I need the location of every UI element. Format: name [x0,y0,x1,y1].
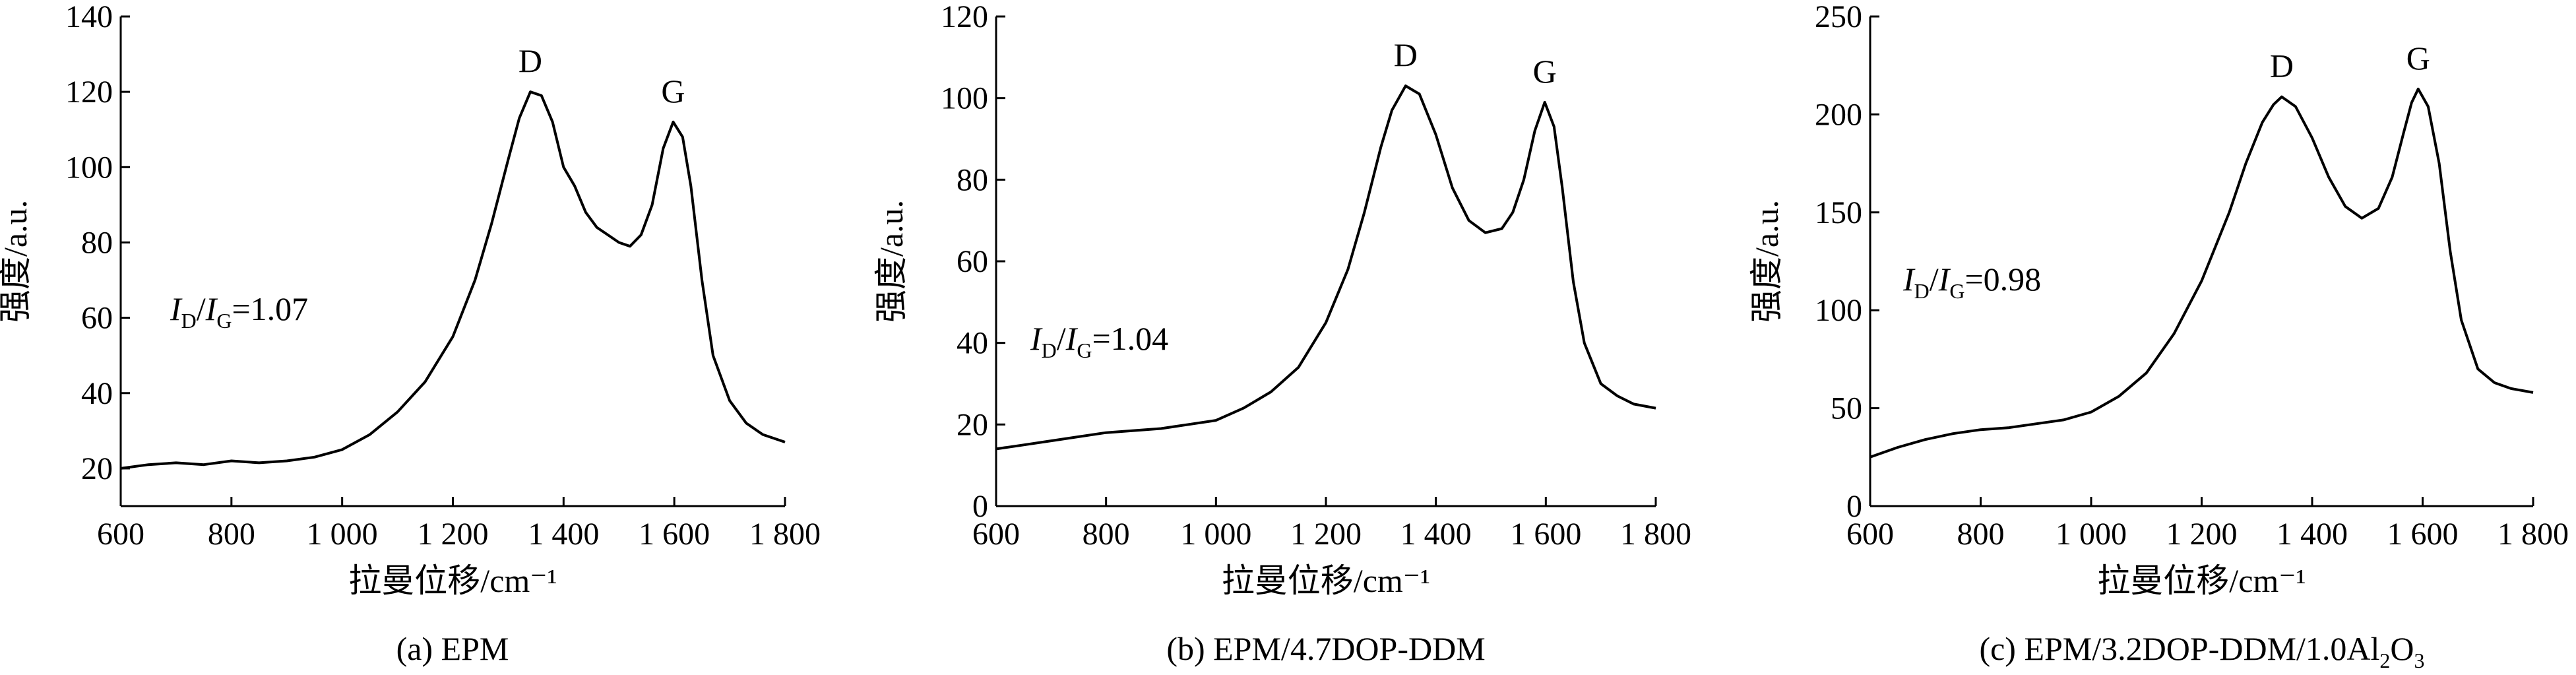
x-tick-label: 1 200 [418,517,489,552]
panel-caption: (c) EPM/3.2DOP-DDM/1.0Al2O3 [1979,630,2424,672]
y-tick-label: 140 [65,0,113,34]
peak-label-d: D [518,42,542,79]
y-tick-label: 0 [1846,489,1862,524]
y-tick-label: 150 [1815,195,1862,230]
x-tick-label: 600 [97,517,144,552]
panel-caption: (a) EPM [396,630,509,667]
x-axis-title: 拉曼位移/cm⁻¹ [1222,562,1430,599]
x-tick-label: 1 600 [639,517,710,552]
x-tick-label: 1 200 [2166,517,2238,552]
y-tick-label: 100 [941,81,988,116]
x-tick-label: 1 000 [2056,517,2127,552]
y-tick-label: 120 [65,75,113,110]
y-tick-label: 80 [81,225,113,260]
y-tick-label: 20 [957,407,988,442]
x-tick-label: 800 [1083,517,1130,552]
ratio-annotation: ID/IG=1.04 [1030,320,1168,362]
panel-caption: (b) EPM/4.7DOP-DDM [1166,630,1485,667]
y-tick-label: 20 [81,451,113,486]
x-axis-title: 拉曼位移/cm⁻¹ [348,562,557,599]
y-tick-label: 40 [957,326,988,361]
y-tick-label: 200 [1815,97,1862,132]
x-tick-label: 800 [1957,517,2005,552]
x-tick-label: 1 200 [1290,517,1362,552]
peak-label-g: G [2406,40,2430,77]
peak-label-g: G [1533,53,1557,90]
y-axis-title: 强度/a.u. [0,200,34,323]
y-tick-label: 80 [957,162,988,197]
peak-label-g: G [661,73,685,110]
y-axis-title: 强度/a.u. [1748,200,1785,323]
x-tick-label: 1 400 [528,517,599,552]
x-tick-label: 600 [972,517,1020,552]
x-tick-label: 1 400 [1400,517,1472,552]
y-tick-label: 120 [941,0,988,34]
series-line [1869,87,2534,459]
y-tick-label: 100 [65,150,113,185]
y-tick-label: 0 [972,489,988,524]
ratio-annotation: ID/IG=0.98 [1902,261,2041,303]
x-tick-label: 800 [208,517,255,552]
x-tick-label: 1 800 [2497,517,2569,552]
x-tick-label: 1 800 [749,517,821,552]
chart-panel-1: 600 800 1 000 1 200 1 400 1 600 1 800 20 40 60 80 1… [0,0,821,667]
y-axis-title: 强度/a.u. [873,200,910,323]
x-axis-title: 拉曼位移/cm⁻¹ [2097,562,2306,599]
peak-label-d: D [2270,48,2294,84]
y-tick-label: 60 [957,244,988,279]
chart-panel-3: 600 800 1 000 1 200 1 400 1 600 1 800 0 50 100 150… [1748,0,2569,672]
x-tick-label: 1 600 [2387,517,2459,552]
ratio-annotation: ID/IG=1.07 [170,290,308,333]
y-tick-label: 250 [1815,0,1862,34]
series-line [120,90,786,470]
y-tick-label: 60 [81,301,113,336]
y-tick-label: 100 [1815,293,1862,328]
x-tick-label: 1 800 [1620,517,1691,552]
y-tick-label: 50 [1831,391,1862,426]
x-tick-label: 1 400 [2277,517,2348,552]
peak-label-d: D [1394,36,1418,73]
series-line [995,84,1656,451]
x-tick-label: 1 600 [1510,517,1581,552]
x-tick-label: 1 000 [1180,517,1251,552]
x-tick-label: 1 000 [307,517,378,552]
x-tick-label: 600 [1846,517,1894,552]
y-tick-label: 40 [81,376,113,411]
chart-panel-2: 600 800 1 000 1 200 1 400 1 600 1 800 0 20 40 60 80… [873,0,1691,667]
